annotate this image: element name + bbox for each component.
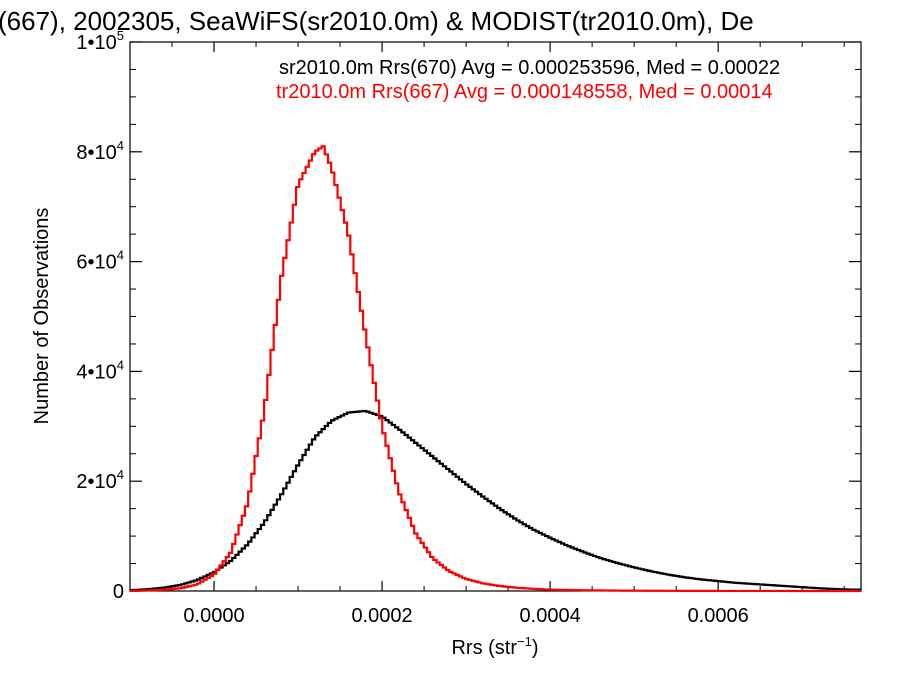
x-tick-label: 0.0004 xyxy=(520,605,581,627)
y-tick-base: 0 xyxy=(113,581,124,603)
series-tr2010-histogram xyxy=(130,145,861,593)
legend-entry-1: sr2010.0m Rrs(670) Avg = 0.000253596, Me… xyxy=(279,57,780,79)
y-tick-label: 8•104 xyxy=(76,138,124,164)
y-tick-label: 1•105 xyxy=(76,28,124,54)
y-tick-exponent: 5 xyxy=(117,28,124,43)
x-axis-label-main: Rrs (str xyxy=(451,637,517,659)
y-tick-base: 6•10 xyxy=(76,252,116,274)
legend-entry-2: tr2010.0m Rrs(667) Avg = 0.000148558, Me… xyxy=(276,81,773,103)
y-tick-base: 2•10 xyxy=(76,471,116,493)
y-tick-label: 2•104 xyxy=(76,467,124,493)
y-tick-exponent: 4 xyxy=(117,138,124,153)
y-tick-exponent: 4 xyxy=(117,467,124,482)
x-axis-label: Rrs (str−1) xyxy=(451,634,538,659)
y-tick-label: 0 xyxy=(113,581,124,603)
x-tick-label: 0.0000 xyxy=(183,605,244,627)
y-tick-label: 6•104 xyxy=(76,248,124,274)
series-sr2010-histogram xyxy=(130,409,861,592)
chart-title: (667), 2002305, SeaWiFS(sr2010.0m) & MOD… xyxy=(0,6,754,36)
y-tick-base: 1•10 xyxy=(76,32,116,54)
x-tick-label: 0.0002 xyxy=(351,605,412,627)
y-tick-exponent: 4 xyxy=(117,248,124,263)
x-tick-labels: 0.0000 0.0002 0.0004 0.0006 xyxy=(183,605,748,627)
x-axis-label-sup: −1 xyxy=(517,634,532,649)
y-axis-label: Number of Observations xyxy=(31,208,53,425)
y-tick-base: 4•10 xyxy=(76,361,116,383)
x-tick-label: 0.0006 xyxy=(688,605,749,627)
y-tick-base: 8•10 xyxy=(76,142,116,164)
x-axis-label-end: ) xyxy=(532,637,539,659)
y-tick-exponent: 4 xyxy=(117,357,124,372)
axis-ticks xyxy=(129,41,861,592)
series-layer xyxy=(130,145,861,593)
y-tick-label: 4•104 xyxy=(76,357,124,383)
